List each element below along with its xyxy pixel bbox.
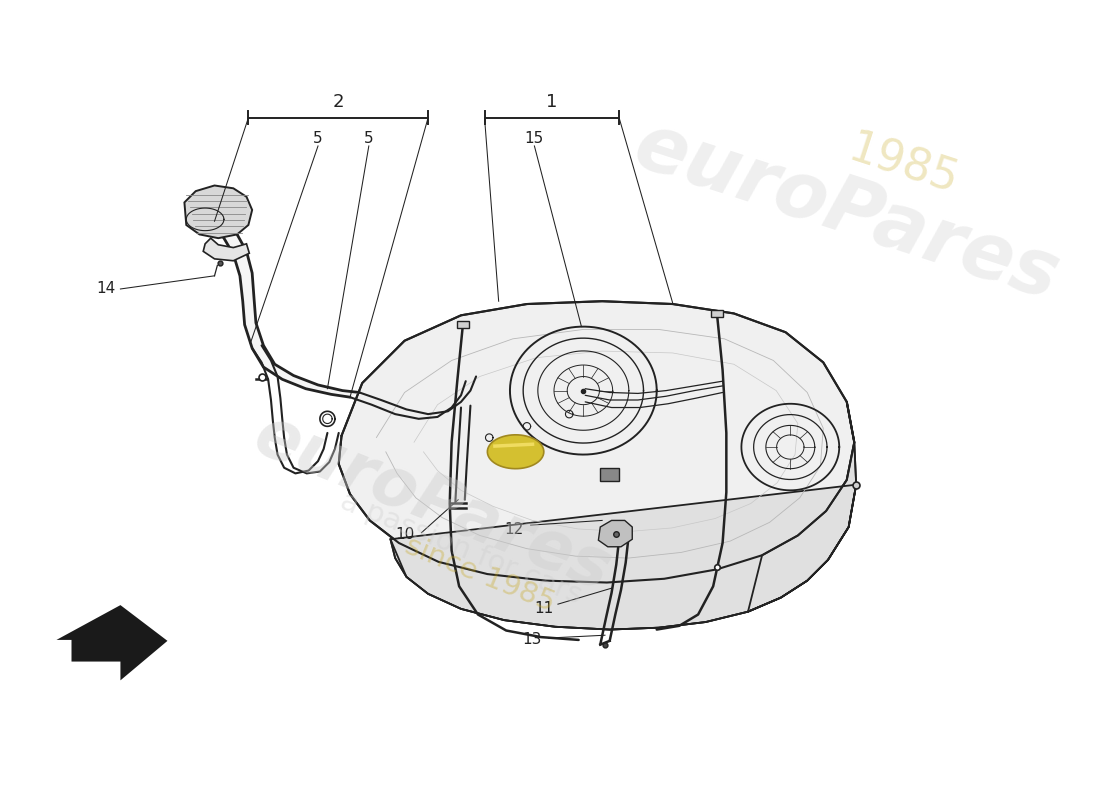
Bar [458, 321, 469, 329]
Text: 1985: 1985 [843, 127, 964, 202]
Text: 13: 13 [521, 633, 541, 647]
Polygon shape [390, 402, 856, 630]
Polygon shape [339, 302, 855, 582]
Bar [712, 310, 723, 318]
Polygon shape [487, 435, 543, 469]
Text: 2: 2 [333, 93, 344, 110]
Text: 11: 11 [535, 602, 553, 616]
Polygon shape [204, 238, 250, 261]
Bar [601, 468, 619, 481]
Text: 5: 5 [364, 131, 374, 146]
Text: 15: 15 [525, 131, 544, 146]
Polygon shape [598, 521, 632, 546]
Text: 5: 5 [314, 131, 322, 146]
Text: euroPares: euroPares [625, 107, 1068, 316]
Text: 14: 14 [97, 282, 116, 297]
Text: 10: 10 [395, 527, 415, 542]
Polygon shape [214, 222, 360, 397]
Text: since 1985: since 1985 [400, 531, 559, 617]
Text: 1: 1 [546, 93, 557, 110]
Polygon shape [56, 605, 167, 680]
Text: euroPares: euroPares [245, 402, 620, 605]
Text: 12: 12 [504, 522, 524, 538]
Text: a passion for cars: a passion for cars [337, 487, 586, 610]
Polygon shape [185, 186, 252, 238]
